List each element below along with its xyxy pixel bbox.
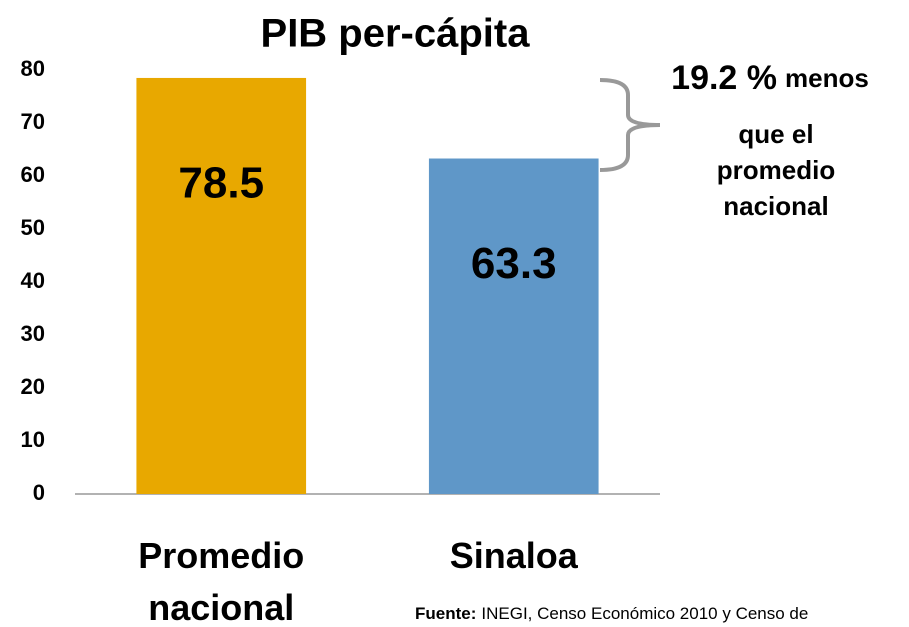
annotation-text: promedio bbox=[717, 155, 835, 185]
annotation-line: 19.2 % menos bbox=[671, 59, 869, 97]
y-tick-label: 10 bbox=[21, 427, 45, 452]
annotation-highlight: 19.2 % bbox=[671, 59, 777, 97]
y-tick-label: 30 bbox=[21, 321, 45, 346]
data-label: 63.3 bbox=[471, 239, 557, 288]
source-text: INEGI, Censo Económico 2010 y Censo de bbox=[481, 604, 808, 623]
annotation-text: nacional bbox=[723, 191, 828, 221]
annotation-text: que el bbox=[738, 119, 813, 149]
bar bbox=[428, 158, 599, 494]
source-label: Fuente: bbox=[415, 604, 476, 623]
y-tick-label: 80 bbox=[21, 56, 45, 81]
y-tick-label: 50 bbox=[21, 215, 45, 240]
source: Fuente: INEGI, Censo Económico 2010 y Cen… bbox=[415, 604, 808, 623]
y-tick-label: 60 bbox=[21, 162, 45, 187]
brace bbox=[599, 78, 661, 172]
chart-title: PIB per-cápita bbox=[261, 12, 531, 56]
annotation-text: menos bbox=[785, 63, 869, 93]
x-tick-label: Promedio nacional bbox=[138, 535, 304, 627]
bar bbox=[136, 77, 307, 494]
x-tick-label: Sinaloa bbox=[450, 535, 579, 576]
y-tick-label: 0 bbox=[33, 480, 45, 505]
y-tick-label: 40 bbox=[21, 268, 45, 293]
y-tick-label: 20 bbox=[21, 374, 45, 399]
y-tick-label: 70 bbox=[21, 109, 45, 134]
data-label: 78.5 bbox=[178, 159, 264, 208]
